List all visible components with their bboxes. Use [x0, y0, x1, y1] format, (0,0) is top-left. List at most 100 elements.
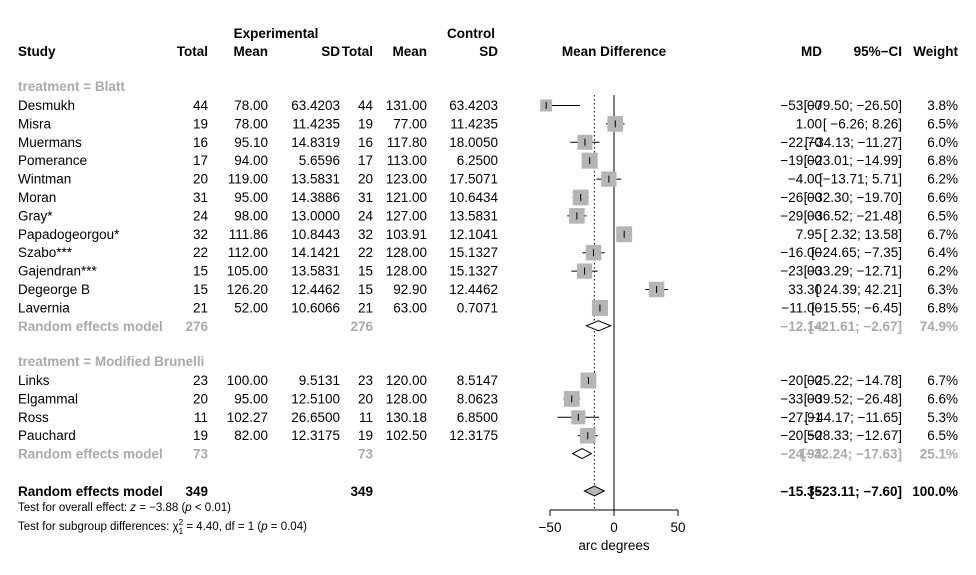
overall-ctl-total: 349 — [350, 484, 373, 499]
exp-sd: 12.4462 — [291, 282, 340, 297]
exp-sd: 5.6596 — [299, 153, 340, 168]
study-name: Desmukh — [18, 98, 75, 113]
md-value: −23.00 — [780, 264, 822, 279]
subtotal-ci: [−32.24; −17.63] — [801, 447, 902, 462]
ctl-total: 19 — [358, 116, 373, 131]
overall-diamond — [583, 485, 606, 497]
ctl-total: 16 — [358, 135, 373, 150]
ctl-sd: 15.1327 — [449, 264, 498, 279]
study-name: Papadogeorgou* — [18, 227, 120, 242]
study-name: Degeorge B — [18, 282, 90, 297]
subtotal-ctl-total: 276 — [350, 319, 373, 334]
exp-total: 19 — [193, 428, 208, 443]
weight-value: 3.8% — [927, 98, 958, 113]
md-value: 1.00 — [796, 116, 822, 131]
exp-sd: 13.5831 — [291, 172, 340, 187]
ci-value: [−24.65; −7.35] — [811, 245, 902, 260]
subtotal-md: −12.14 — [780, 319, 822, 334]
md-value: 33.30 — [788, 282, 822, 297]
x-tick-label: 50 — [670, 520, 685, 535]
exp-mean: 119.00 — [228, 172, 268, 187]
ctl-sd: 18.0050 — [449, 135, 498, 150]
x-tick-label: −50 — [539, 520, 562, 535]
header-weight: Weight — [913, 44, 958, 59]
header-control: Control — [447, 26, 495, 41]
header-md: MD — [801, 44, 822, 59]
overall-md: −15.35 — [780, 484, 822, 499]
ctl-mean: 113.00 — [387, 153, 427, 168]
exp-total: 15 — [193, 282, 208, 297]
overall-exp-total: 349 — [185, 484, 208, 499]
ctl-sd: 13.5831 — [449, 208, 498, 223]
subtotal-ctl-total: 73 — [358, 447, 374, 462]
header-sd-experimental: SD — [321, 44, 340, 59]
subtotal-diamond — [571, 448, 593, 460]
exp-mean: 82.00 — [234, 428, 268, 443]
weight-value: 6.5% — [927, 208, 958, 223]
study-row: Pomerance 17 94.00 5.6596 17 113.00 6.2500 −19.… — [18, 152, 958, 169]
ctl-mean: 128.00 — [386, 245, 427, 260]
ctl-sd: 17.5071 — [449, 172, 498, 187]
ci-value: [−34.13; −11.27] — [805, 135, 902, 150]
ci-value: [ −6.26; 8.26] — [823, 116, 902, 131]
ctl-total: 20 — [358, 391, 373, 406]
subgroup-label-blatt: treatment = Blatt — [18, 79, 125, 94]
subtotal-label: Random effects model — [18, 447, 163, 462]
ctl-mean: 77.00 — [393, 116, 427, 131]
x-tick-label: 0 — [610, 520, 618, 535]
exp-sd: 14.3886 — [291, 190, 340, 205]
md-value: −19.00 — [780, 153, 822, 168]
subtotal-exp-total: 73 — [193, 447, 209, 462]
test-text: Test for subgroup differences: — [18, 521, 173, 533]
test-text: = −3.88 ( — [136, 502, 185, 514]
ctl-total: 17 — [358, 153, 373, 168]
exp-sd: 13.0000 — [291, 208, 340, 223]
ctl-mean: 121.00 — [386, 190, 427, 205]
study-row: Gajendran*** 15 105.00 13.5831 15 128.00 15.13… — [18, 263, 958, 279]
study-name: Pauchard — [18, 428, 76, 443]
header-mean-control: Mean — [392, 44, 427, 59]
md-value: −26.00 — [780, 190, 822, 205]
weight-value: 6.2% — [927, 172, 958, 187]
exp-sd: 14.8319 — [291, 135, 340, 150]
study-row: Degeorge B 15 126.20 12.4462 15 92.90 12.4462 3… — [18, 281, 958, 298]
exp-total: 21 — [193, 300, 208, 315]
study-row: Moran 31 95.00 14.3886 31 121.00 10.6434 −26.00… — [18, 189, 958, 206]
exp-total: 44 — [193, 98, 209, 113]
exp-mean: 126.20 — [227, 282, 268, 297]
test-subscript: 1 — [178, 526, 183, 536]
md-value: −11.00 — [781, 300, 822, 315]
ctl-mean: 117.80 — [387, 135, 427, 150]
study-name: Elgammal — [18, 391, 78, 406]
header-mean-difference: Mean Difference — [562, 44, 667, 59]
subtotal-row-modified-brunelli: Random effects model 73 73 −24.94[−32.24; −… — [18, 447, 958, 462]
header-study: Study — [18, 44, 56, 59]
exp-sd: 10.8443 — [291, 227, 340, 242]
test-superscript: 2 — [179, 517, 184, 527]
exp-total: 16 — [193, 135, 208, 150]
ctl-sd: 6.8500 — [457, 410, 498, 425]
exp-total: 23 — [193, 373, 208, 388]
header-total-experimental: Total — [177, 44, 208, 59]
ctl-sd: 11.4235 — [450, 116, 498, 131]
md-value: −4.00 — [788, 172, 822, 187]
header-sd-control: SD — [479, 44, 498, 59]
study-row: Desmukh 44 78.00 63.4203 44 131.00 63.4203 −53.… — [18, 98, 958, 113]
weight-value: 6.7% — [927, 227, 958, 242]
study-row: Ross 11 102.27 26.6500 11 130.18 6.8500 −27.91[… — [18, 410, 958, 425]
exp-sd: 10.6066 — [291, 300, 340, 315]
exp-mean: 95.10 — [234, 135, 268, 150]
ci-value: [−15.55; −6.45] — [811, 300, 902, 315]
ctl-sd: 63.4203 — [449, 98, 498, 113]
study-row: Lavernia 21 52.00 10.6066 21 63.00 0.7071 −11.0… — [18, 299, 958, 316]
exp-mean: 95.00 — [234, 190, 268, 205]
exp-mean: 94.00 — [234, 153, 268, 168]
ctl-total: 31 — [358, 190, 373, 205]
ci-value: [−44.17; −11.65] — [805, 410, 902, 425]
ci-value: [ 2.32; 13.58] — [823, 227, 902, 242]
ctl-sd: 8.5147 — [457, 373, 498, 388]
study-name: Moran — [18, 190, 56, 205]
md-value: −29.00 — [780, 208, 822, 223]
